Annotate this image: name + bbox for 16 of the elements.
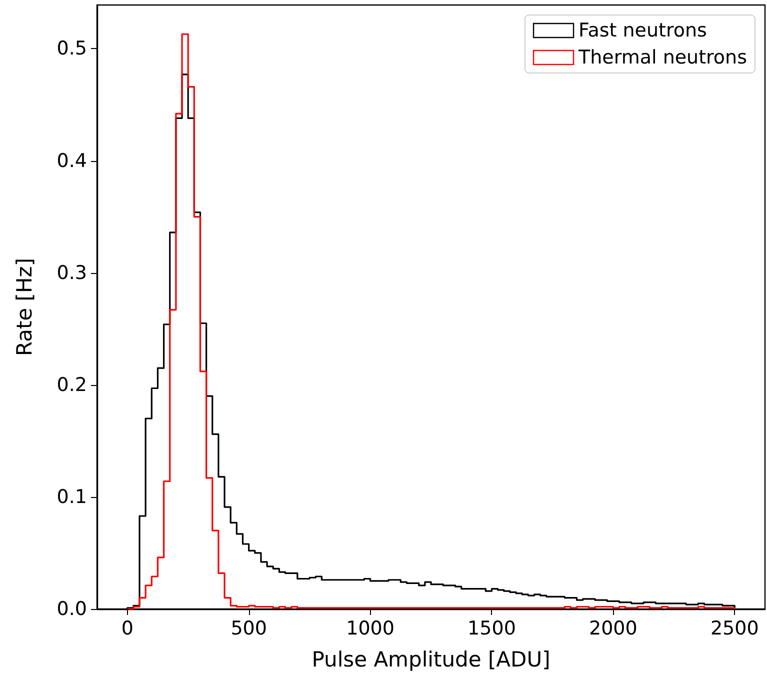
x-tick-label: 2000: [589, 618, 638, 640]
y-tick-label: 0.5: [56, 38, 87, 60]
x-axis-title: Pulse Amplitude [ADU]: [312, 648, 550, 672]
x-tick-label: 2500: [710, 618, 759, 640]
y-tick-label: 0.4: [56, 150, 87, 172]
x-tick-label: 1500: [468, 618, 516, 640]
legend-label: Fast neutrons: [578, 20, 707, 42]
y-tick-label: 0.1: [56, 486, 87, 508]
x-tick-label: 1000: [346, 618, 394, 640]
y-tick-label: 0.2: [56, 374, 87, 396]
x-tick-label: 500: [230, 618, 267, 640]
legend-label: Thermal neutrons: [578, 46, 747, 68]
y-tick-label: 0.3: [56, 262, 87, 284]
y-axis-title: Rate [Hz]: [12, 258, 36, 356]
y-tick-label: 0.0: [56, 598, 87, 620]
x-tick-label: 0: [121, 618, 134, 640]
